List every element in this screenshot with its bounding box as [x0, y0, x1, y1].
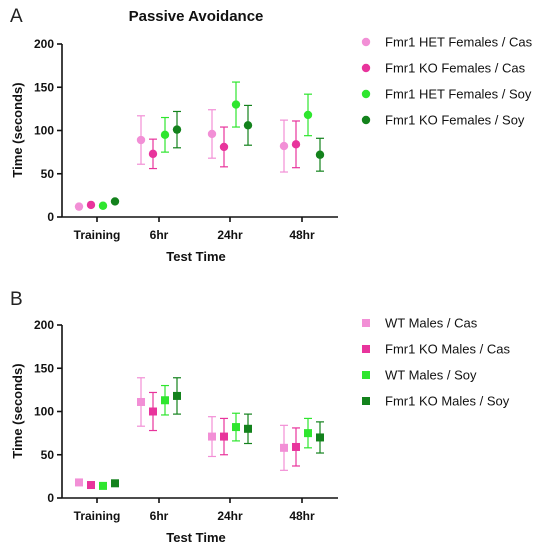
y-tick-label: 150: [34, 361, 54, 375]
legend-item: Fmr1 KO Males / Soy: [362, 394, 510, 409]
legend-swatch: [362, 319, 370, 327]
data-point: [219, 142, 229, 152]
legend-label: Fmr1 KO Females / Soy: [385, 113, 525, 128]
series-4: [111, 377, 324, 488]
x-tick-label: 48hr: [289, 228, 315, 242]
legend-swatch: [361, 115, 371, 125]
data-point: [74, 202, 84, 211]
y-tick-label: 100: [34, 405, 54, 419]
x-axis-label: Test Time: [166, 530, 225, 545]
legend-swatch: [361, 63, 371, 73]
data-point: [110, 197, 120, 206]
legend-item: Fmr1 HET Females / Cas: [361, 35, 533, 50]
legend-label: Fmr1 KO Males / Soy: [385, 394, 510, 409]
series-1: [75, 377, 288, 487]
series-4: [110, 104, 325, 206]
series-2: [87, 391, 300, 490]
y-tick-label: 200: [34, 37, 54, 51]
y-tick-label: 150: [34, 80, 54, 94]
data-point: [315, 150, 325, 159]
data-point: [149, 407, 157, 416]
data-point: [87, 481, 95, 490]
data-point: [137, 397, 145, 406]
data-point: [161, 396, 169, 405]
series-3: [99, 384, 312, 490]
x-axis-label: Test Time: [166, 249, 225, 264]
legend-label: Fmr1 HET Females / Cas: [385, 35, 533, 50]
data-point: [99, 481, 107, 490]
data-point: [303, 110, 313, 120]
data-point: [304, 429, 312, 438]
data-point: [232, 423, 240, 432]
y-tick-label: 0: [47, 491, 54, 505]
legend-item: Fmr1 KO Males / Cas: [362, 342, 510, 357]
series-1: [74, 109, 289, 211]
x-tick-label: 48hr: [289, 509, 315, 523]
data-point: [243, 121, 253, 130]
data-point: [244, 424, 252, 433]
data-point: [172, 125, 182, 134]
y-tick-label: 50: [41, 167, 55, 181]
y-tick-label: 200: [34, 318, 54, 332]
y-tick-label: 0: [47, 210, 54, 224]
y-axis-label: Time (seconds): [10, 82, 25, 177]
panel-b: B Time (seconds) Test Time 0 50 100 150 200 T…: [10, 289, 510, 545]
data-point: [136, 135, 146, 145]
x-tick-label: Training: [74, 509, 121, 523]
series-2: [86, 120, 301, 210]
plot-area: 0 50 100 150 200 Training 6hr 24hr 48hr: [34, 318, 338, 523]
data-point: [75, 478, 83, 487]
data-point: [231, 100, 241, 109]
legend-swatch: [362, 397, 370, 405]
legend-swatch: [362, 345, 370, 353]
legend-label: WT Males / Cas: [385, 316, 478, 331]
panel-letter: A: [10, 6, 23, 27]
data-point: [207, 129, 217, 139]
legend-item: WT Males / Soy: [362, 368, 477, 383]
legend-label: Fmr1 HET Females / Soy: [385, 87, 532, 102]
data-point: [173, 391, 181, 400]
data-point: [160, 130, 170, 140]
legend-label: Fmr1 KO Females / Cas: [385, 61, 526, 76]
panel-letter: B: [10, 289, 23, 310]
legend-item: Fmr1 HET Females / Soy: [361, 87, 532, 102]
legend-item: Fmr1 KO Females / Cas: [361, 61, 526, 76]
data-point: [98, 201, 108, 210]
data-point: [316, 433, 324, 442]
data-point: [111, 479, 119, 488]
data-point: [148, 149, 158, 159]
data-point: [86, 200, 96, 210]
y-axis-label: Time (seconds): [10, 363, 25, 458]
legend-item: WT Males / Cas: [362, 316, 478, 331]
plot-area: 0 50 100 150 200 Training 6hr 24hr 48hr: [34, 37, 338, 242]
legend-swatch: [361, 89, 371, 99]
chart-title: Passive Avoidance: [129, 8, 264, 25]
series-3: [98, 81, 313, 210]
data-point: [280, 443, 288, 452]
legend-label: Fmr1 KO Males / Cas: [385, 342, 510, 357]
y-tick-label: 100: [34, 124, 54, 138]
x-tick-label: 6hr: [150, 228, 169, 242]
data-point: [292, 442, 300, 451]
data-point: [220, 432, 228, 441]
data-point: [208, 432, 216, 441]
panel-a: A Passive Avoidance Time (seconds) Test …: [10, 6, 533, 264]
x-tick-label: 6hr: [150, 509, 169, 523]
data-point: [279, 141, 289, 151]
legend: WT Males / Cas Fmr1 KO Males / Cas WT Male…: [362, 316, 510, 409]
x-tick-label: Training: [74, 228, 121, 242]
legend-swatch: [362, 371, 370, 379]
legend-swatch: [361, 37, 371, 47]
x-tick-label: 24hr: [217, 509, 243, 523]
x-tick-label: 24hr: [217, 228, 243, 242]
legend: Fmr1 HET Females / Cas Fmr1 KO Females / …: [361, 35, 533, 128]
data-point: [291, 140, 301, 149]
legend-label: WT Males / Soy: [385, 368, 477, 383]
legend-item: Fmr1 KO Females / Soy: [361, 113, 525, 128]
y-tick-label: 50: [41, 448, 55, 462]
